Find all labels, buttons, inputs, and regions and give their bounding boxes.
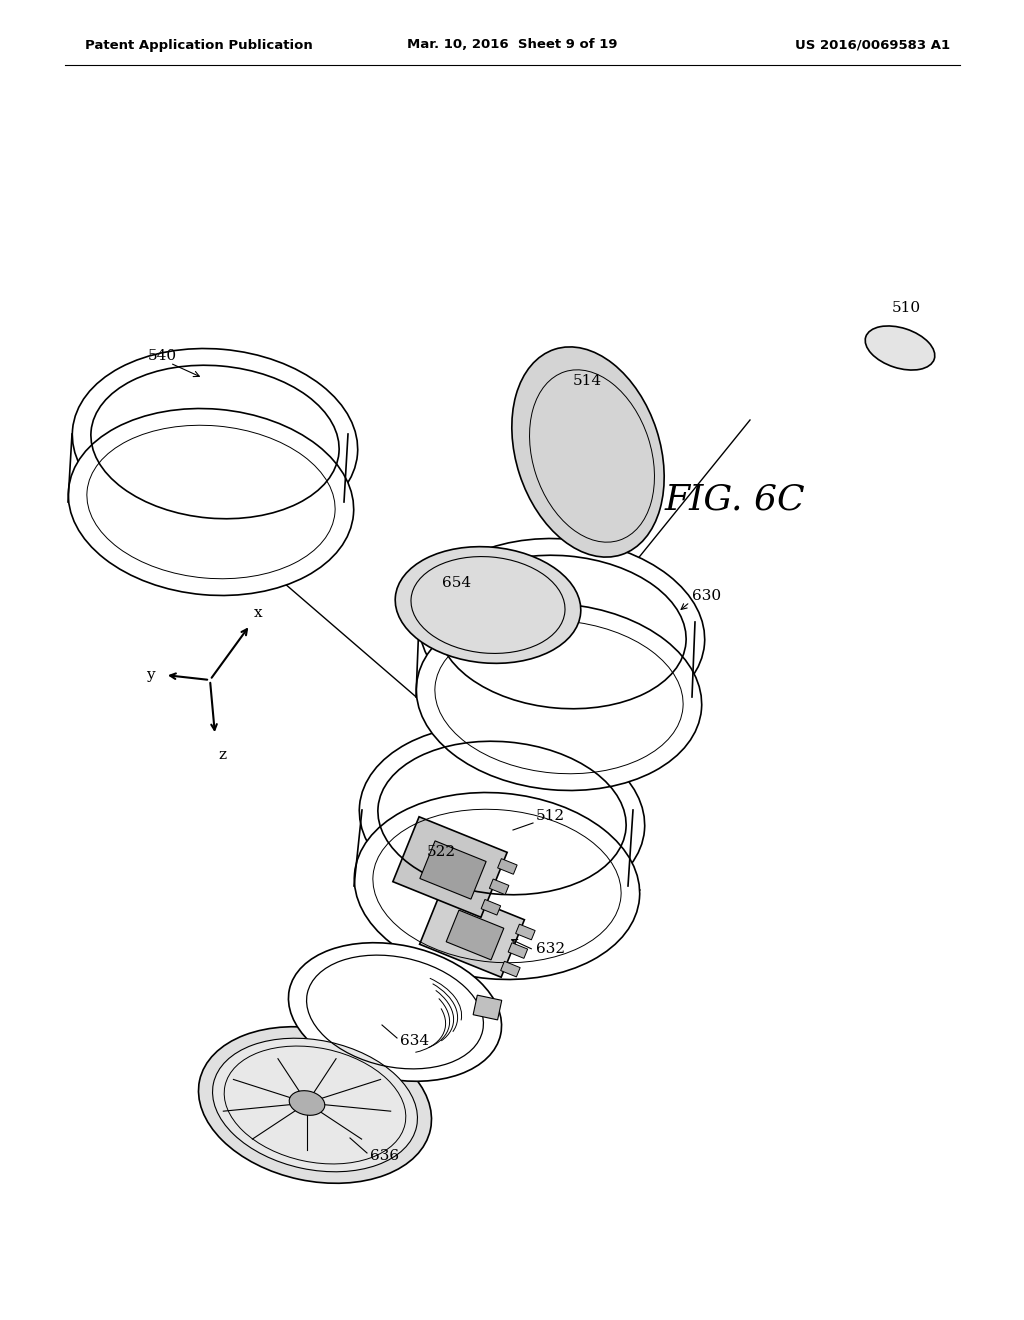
- Ellipse shape: [69, 408, 353, 595]
- Ellipse shape: [395, 546, 581, 664]
- Ellipse shape: [213, 1039, 418, 1172]
- Ellipse shape: [354, 792, 640, 979]
- Text: 632: 632: [536, 942, 565, 956]
- Polygon shape: [489, 879, 509, 895]
- Text: 654: 654: [442, 576, 471, 590]
- Ellipse shape: [512, 347, 665, 557]
- Text: z: z: [218, 748, 226, 762]
- Polygon shape: [393, 817, 507, 917]
- Polygon shape: [473, 995, 502, 1020]
- Text: 634: 634: [400, 1034, 429, 1048]
- Polygon shape: [508, 942, 527, 958]
- Text: 540: 540: [148, 348, 177, 363]
- Text: 510: 510: [892, 301, 922, 315]
- Text: 512: 512: [536, 809, 565, 822]
- Ellipse shape: [359, 725, 645, 912]
- Polygon shape: [446, 909, 504, 960]
- Text: 514: 514: [573, 374, 602, 388]
- Polygon shape: [516, 924, 536, 940]
- Text: x: x: [254, 606, 262, 620]
- Polygon shape: [501, 961, 520, 977]
- Polygon shape: [481, 899, 501, 915]
- Text: 636: 636: [370, 1148, 399, 1163]
- Polygon shape: [498, 858, 517, 874]
- Text: 630: 630: [692, 589, 721, 603]
- Ellipse shape: [289, 942, 502, 1081]
- Text: US 2016/0069583 A1: US 2016/0069583 A1: [795, 38, 950, 51]
- Polygon shape: [420, 887, 524, 977]
- Ellipse shape: [417, 603, 701, 791]
- Ellipse shape: [199, 1027, 431, 1183]
- Ellipse shape: [73, 348, 357, 536]
- Text: Mar. 10, 2016  Sheet 9 of 19: Mar. 10, 2016 Sheet 9 of 19: [407, 38, 617, 51]
- Ellipse shape: [289, 1090, 325, 1115]
- Ellipse shape: [419, 539, 705, 726]
- Polygon shape: [420, 841, 486, 899]
- Text: 522: 522: [427, 845, 456, 859]
- Ellipse shape: [865, 326, 935, 370]
- Text: y: y: [146, 668, 155, 682]
- Text: Patent Application Publication: Patent Application Publication: [85, 38, 312, 51]
- Text: FIG. 6C: FIG. 6C: [665, 483, 806, 517]
